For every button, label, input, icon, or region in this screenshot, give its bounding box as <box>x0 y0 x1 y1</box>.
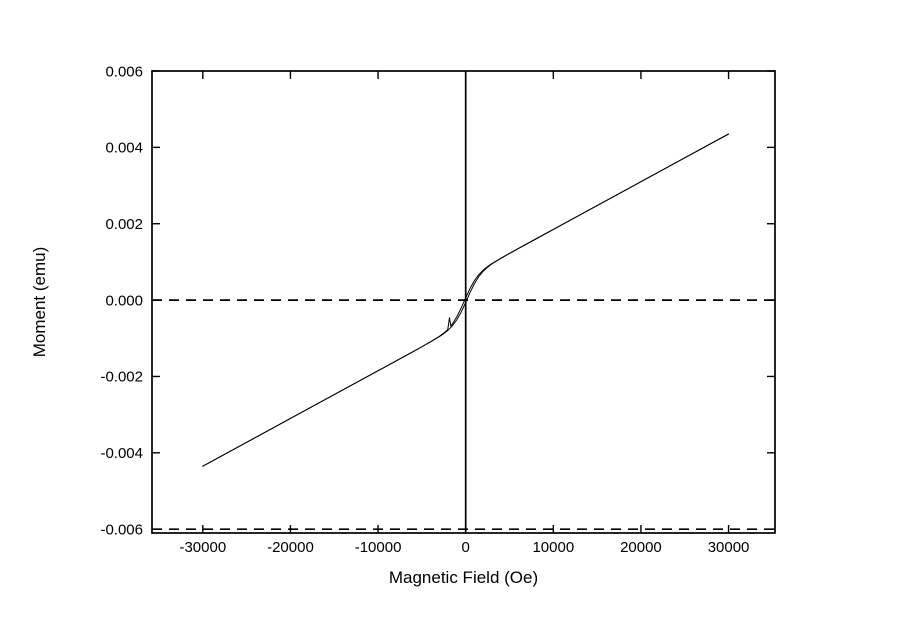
y-tick-label: -0.002 <box>100 369 143 386</box>
x-tick-label: 20000 <box>620 539 662 556</box>
x-tick-label: 0 <box>462 539 470 556</box>
x-tick-label: -20000 <box>267 539 314 556</box>
x-tick-label: -30000 <box>179 539 226 556</box>
y-tick-label: -0.004 <box>100 445 143 462</box>
y-tick-label: 0.006 <box>105 63 143 80</box>
y-tick-label: 0.004 <box>105 140 143 157</box>
y-tick-label: -0.006 <box>100 521 143 538</box>
y-tick-label: 0.000 <box>105 292 143 309</box>
y-tick-label: 0.002 <box>105 216 143 233</box>
x-axis-title: Magnetic Field (Oe) <box>388 568 539 587</box>
y-axis-title: Moment (emu) <box>30 246 49 358</box>
series-descending-branch <box>202 133 730 467</box>
x-tick-label: 10000 <box>532 539 574 556</box>
x-tick-label: 30000 <box>708 539 750 556</box>
x-tick-label: -10000 <box>355 539 402 556</box>
plot-frame <box>151 70 776 534</box>
